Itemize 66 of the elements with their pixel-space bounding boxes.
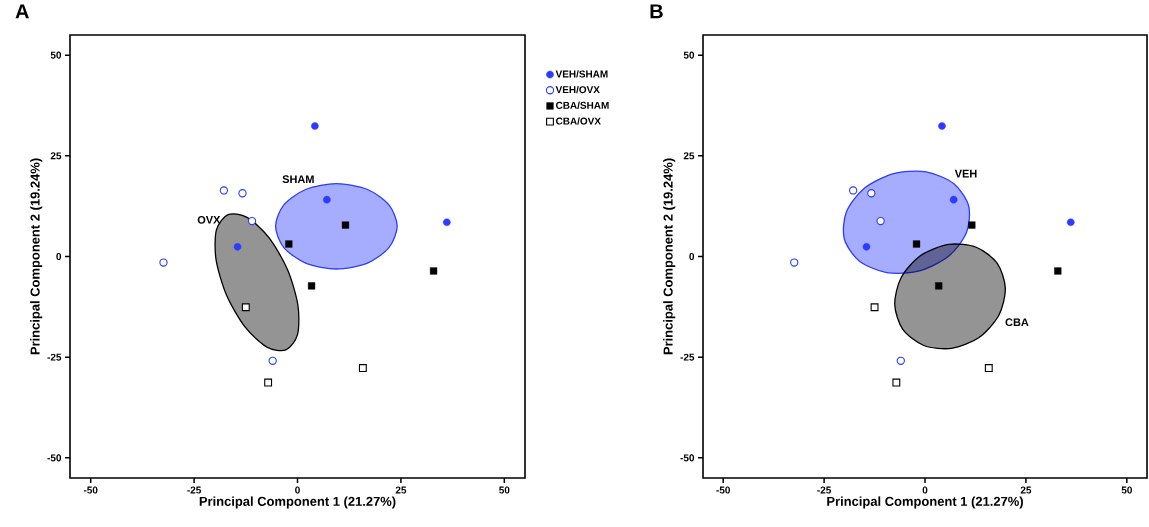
annotation: OVX	[197, 215, 221, 224]
x-axis-title: Principal Component 1 (21.27%)	[827, 496, 1023, 509]
point	[341, 221, 350, 229]
chart-title: B	[650, 4, 663, 19]
point	[247, 216, 257, 226]
point	[311, 122, 319, 130]
point	[896, 356, 905, 365]
point	[938, 122, 946, 130]
y-tick-label: 50	[683, 51, 695, 59]
y-axis-title: Principal Component 2 (19.24%)	[30, 158, 43, 355]
x-tick-label: -25	[187, 486, 202, 494]
y-tick-label: -25	[47, 353, 62, 361]
y-axis-title: Principal Component 2 (19.24%)	[663, 158, 676, 355]
x-tick-label: 50	[499, 486, 510, 494]
point	[241, 303, 250, 312]
x-tick-label: -50	[83, 486, 98, 494]
point	[849, 186, 858, 195]
point	[430, 267, 438, 275]
x-tick-label: 25	[395, 486, 407, 494]
point	[949, 195, 958, 204]
point	[935, 282, 943, 290]
legend-label: CBA/OVX	[555, 117, 601, 125]
point	[443, 218, 451, 227]
point	[159, 258, 168, 267]
point	[307, 282, 316, 290]
point	[892, 378, 901, 387]
point	[285, 240, 293, 248]
point	[867, 189, 876, 198]
y-tick-label: 0	[56, 252, 62, 261]
y-tick-label: -25	[680, 353, 695, 361]
point	[968, 221, 976, 229]
point	[912, 240, 921, 248]
point	[870, 303, 879, 312]
point	[358, 364, 367, 372]
point	[1054, 267, 1062, 275]
x-tick-label: 50	[1121, 486, 1132, 494]
point	[268, 356, 277, 365]
point	[790, 258, 799, 267]
y-tick-label: 25	[50, 152, 62, 160]
point	[323, 195, 331, 204]
chart-title: A	[15, 4, 29, 19]
point	[238, 189, 247, 198]
annotation: CBA	[1005, 318, 1029, 327]
point	[876, 216, 885, 226]
x-tick-label: 25	[1020, 486, 1032, 494]
y-tick-label: -50	[47, 454, 62, 462]
y-tick-label: -50	[680, 454, 695, 462]
x-tick-label: 0	[295, 486, 300, 494]
point	[264, 378, 273, 387]
x-tick-label: 0	[922, 486, 928, 494]
point	[862, 243, 871, 251]
y-tick-label: 0	[689, 252, 695, 261]
point	[1066, 218, 1075, 227]
y-tick-label: 25	[683, 152, 695, 160]
y-tick-label: 50	[50, 51, 62, 59]
legend-label: CBA/SHAM	[555, 101, 609, 110]
legend-label: VEH/SHAM	[555, 70, 608, 78]
x-tick-label: -25	[817, 486, 832, 494]
annotation: SHAM	[282, 175, 314, 184]
x-tick-label: -50	[716, 486, 730, 494]
x-axis-title: Principal Component 1 (21.27%)	[199, 496, 396, 509]
point	[984, 364, 993, 372]
legend-label: VEH/OVX	[555, 85, 600, 94]
annotation: VEH	[954, 169, 977, 178]
point	[233, 243, 242, 251]
point	[219, 186, 229, 195]
